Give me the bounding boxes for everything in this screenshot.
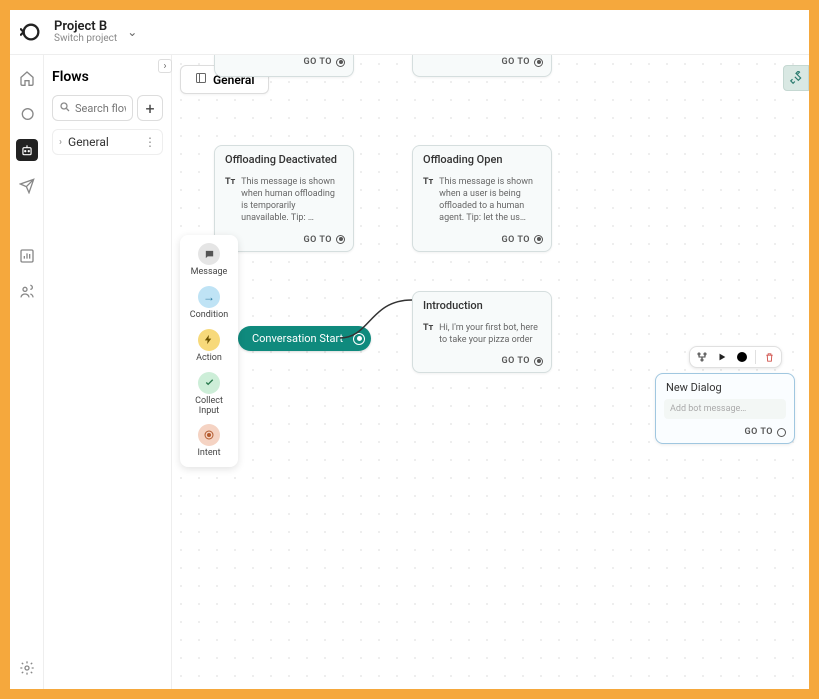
nav-home[interactable] — [16, 67, 38, 89]
goto-label: GO TO — [745, 427, 773, 437]
card-title: Introduction — [413, 292, 551, 318]
palette-label: Action — [196, 354, 222, 364]
palette-collect-input[interactable]: Collect Input — [184, 372, 234, 417]
new-dialog-toolbar — [689, 346, 782, 368]
card-description: This message is shown when a user is bei… — [439, 176, 541, 225]
port-out-icon[interactable] — [777, 428, 786, 437]
nav-bot[interactable] — [16, 139, 38, 161]
layout-icon — [195, 72, 207, 87]
project-switcher[interactable]: Project B Switch project ⌄ — [54, 20, 137, 45]
search-field[interactable] — [75, 102, 126, 115]
port-out-icon[interactable] — [336, 58, 345, 67]
palette-action[interactable]: Action — [196, 329, 222, 364]
pill-label: Conversation Start — [252, 332, 343, 345]
goto-label: GO TO — [502, 235, 530, 245]
palette-label: Intent — [197, 449, 220, 459]
port-out-icon[interactable] — [336, 235, 345, 244]
goto-label: GO TO — [502, 57, 530, 67]
panel-title: Flows — [52, 69, 163, 85]
palette-message[interactable]: Message — [191, 243, 228, 278]
nav-chat[interactable] — [16, 103, 38, 125]
card-title: Offloading Deactivated — [215, 146, 353, 172]
card-title: New Dialog — [656, 374, 794, 399]
palette-label: Collect Input — [184, 397, 234, 417]
card-offloading-open[interactable]: Offloading Open Tт This message is shown… — [412, 145, 552, 252]
card-description: Hi, I'm your first bot, here to take you… — [439, 322, 541, 346]
palette-intent[interactable]: Intent — [197, 424, 220, 459]
text-icon: Tт — [423, 322, 433, 335]
intent-icon — [198, 424, 220, 446]
chevron-down-icon: ⌄ — [127, 25, 137, 39]
card-title: Offloading Open — [413, 146, 551, 172]
card-description: This message is shown when human offload… — [241, 176, 343, 225]
goto-label: GO TO — [304, 235, 332, 245]
node-palette: Message → Condition Action Collect Input… — [180, 235, 238, 467]
goto-label: GO TO — [304, 57, 332, 67]
toolbar-structure[interactable] — [695, 350, 709, 364]
port-out-icon[interactable] — [353, 333, 365, 345]
nav-analytics[interactable] — [16, 245, 38, 267]
port-out-icon[interactable] — [534, 235, 543, 244]
nav-settings[interactable] — [16, 657, 38, 679]
chevron-right-icon: › — [59, 137, 62, 148]
project-title: Project B — [54, 20, 117, 33]
card-partial-2[interactable]: GO TO — [412, 55, 552, 77]
app-logo — [18, 19, 44, 45]
palette-condition[interactable]: → Condition — [190, 286, 228, 321]
collect-input-icon — [198, 372, 220, 394]
condition-icon: → — [198, 286, 220, 308]
nav-rail — [10, 55, 44, 689]
switch-project-label: Switch project — [54, 33, 117, 45]
port-out-icon[interactable] — [534, 357, 543, 366]
toolbar-record[interactable] — [735, 350, 749, 364]
new-dialog-message-input[interactable]: Add bot message… — [664, 399, 786, 419]
more-icon[interactable]: ⋮ — [144, 135, 156, 149]
flow-canvas[interactable]: General GO TO GO TO Offloading Deactivat… — [172, 55, 809, 689]
nav-users[interactable] — [16, 281, 38, 303]
flow-item-label: General — [68, 135, 109, 149]
goto-label: GO TO — [502, 356, 530, 366]
card-new-dialog[interactable]: New Dialog Add bot message… GO TO — [655, 373, 795, 444]
card-offloading-deactivated[interactable]: Offloading Deactivated Tт This message i… — [214, 145, 354, 252]
flows-panel: › Flows + › General ⋮ — [44, 55, 172, 689]
port-out-icon[interactable] — [534, 58, 543, 67]
node-conversation-start[interactable]: Conversation Start — [238, 326, 371, 351]
card-partial-1[interactable]: GO TO — [214, 55, 354, 77]
card-introduction[interactable]: Introduction Tт Hi, I'm your first bot, … — [412, 291, 552, 373]
add-flow-button[interactable]: + — [137, 95, 163, 121]
search-flows-input[interactable] — [52, 95, 133, 121]
text-icon: Tт — [225, 176, 235, 189]
toolbar-play[interactable] — [715, 350, 729, 364]
collapse-panel-button[interactable]: › — [158, 59, 172, 73]
nav-send[interactable] — [16, 175, 38, 197]
tools-button[interactable] — [783, 65, 809, 91]
palette-label: Condition — [190, 311, 228, 321]
flow-item-general[interactable]: › General ⋮ — [52, 129, 163, 155]
search-icon — [59, 101, 71, 116]
toolbar-delete[interactable] — [762, 350, 776, 364]
record-icon — [737, 352, 747, 362]
message-icon — [198, 243, 220, 265]
palette-label: Message — [191, 268, 228, 278]
action-icon — [198, 329, 220, 351]
separator — [755, 350, 756, 364]
text-icon: Tт — [423, 176, 433, 189]
